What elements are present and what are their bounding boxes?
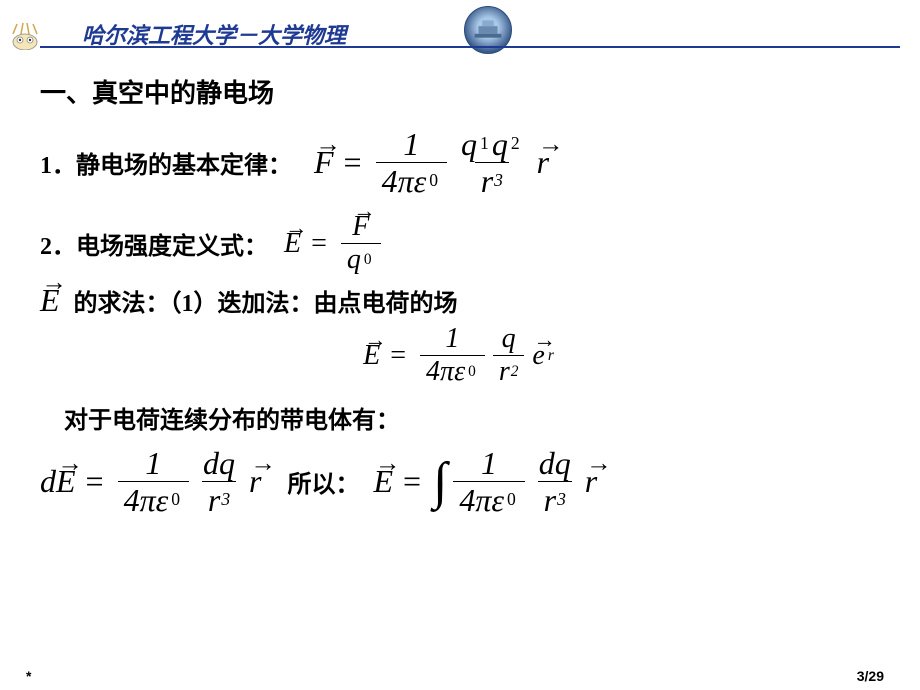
item-1-row: 1．静电场的基本定律： F = 1 4πε0 q1q2 r3 r [40,126,880,199]
footer-left: * [26,668,31,684]
section-heading: 一、真空中的静电场 [40,73,880,110]
slide-content: 一、真空中的静电场 1．静电场的基本定律： F = 1 4πε0 q1q2 r3… [0,55,920,518]
so-text: 所以： [287,464,359,499]
item-2-label: 2．电场强度定义式： [40,226,268,261]
bottom-formula-row: dE = 1 4πε0 dq r3 r 所以： E = ∫ 1 4πε0 dq … [40,445,880,518]
mascot-icon [5,20,45,50]
integral-icon: ∫ [433,461,447,503]
e-field-def-formula: E = F q0 [284,211,385,276]
continuum-text: 对于电荷连续分布的带电体有： [64,400,880,435]
page-number: 3/29 [857,668,884,684]
point-charge-formula: E = 1 4πε0 q r2 er [363,323,557,388]
header-divider [40,46,900,48]
method-text: 的求法：（1）迭加法：由点电荷的场 [74,283,458,318]
item-2-row: 2．电场强度定义式： E = F q0 [40,211,880,276]
integral-e-formula: E = ∫ 1 4πε0 dq r3 r [373,445,597,518]
coulomb-law-formula: F = 1 4πε0 q1q2 r3 r [314,126,549,199]
method-row: E 的求法：（1）迭加法：由点电荷的场 [40,282,880,319]
item-1-label: 1．静电场的基本定律： [40,145,292,180]
footer: * 3/29 [0,668,920,684]
differential-e-formula: dE = 1 4πε0 dq r3 r [40,445,261,518]
point-charge-formula-row: E = 1 4πε0 q r2 er [40,323,880,388]
header: 哈尔滨工程大学－大学物理 [0,0,920,55]
e-symbol: E [40,282,60,319]
